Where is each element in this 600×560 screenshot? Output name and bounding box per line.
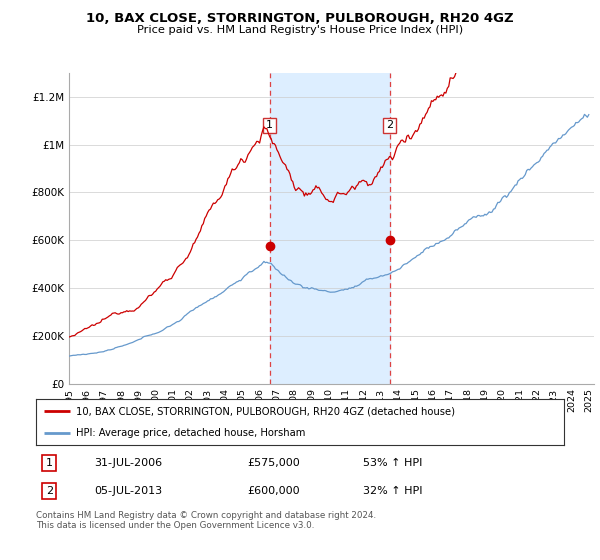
Bar — [269, 73, 389, 384]
Text: 32% ↑ HPI: 32% ↑ HPI — [364, 486, 423, 496]
Text: 10, BAX CLOSE, STORRINGTON, PULBOROUGH, RH20 4GZ: 10, BAX CLOSE, STORRINGTON, PULBOROUGH, … — [86, 12, 514, 25]
Text: 2: 2 — [386, 120, 393, 130]
Text: Price paid vs. HM Land Registry's House Price Index (HPI): Price paid vs. HM Land Registry's House … — [137, 25, 463, 35]
Text: £575,000: £575,000 — [247, 458, 300, 468]
Text: 31-JUL-2006: 31-JUL-2006 — [94, 458, 162, 468]
Text: 53% ↑ HPI: 53% ↑ HPI — [364, 458, 423, 468]
Text: Contains HM Land Registry data © Crown copyright and database right 2024.
This d: Contains HM Land Registry data © Crown c… — [36, 511, 376, 530]
Text: 1: 1 — [46, 458, 53, 468]
Text: 05-JUL-2013: 05-JUL-2013 — [94, 486, 162, 496]
Text: 2: 2 — [46, 486, 53, 496]
Text: HPI: Average price, detached house, Horsham: HPI: Average price, detached house, Hors… — [76, 428, 305, 438]
Text: 1: 1 — [266, 120, 273, 130]
Text: £600,000: £600,000 — [247, 486, 300, 496]
Text: 10, BAX CLOSE, STORRINGTON, PULBOROUGH, RH20 4GZ (detached house): 10, BAX CLOSE, STORRINGTON, PULBOROUGH, … — [76, 406, 455, 416]
